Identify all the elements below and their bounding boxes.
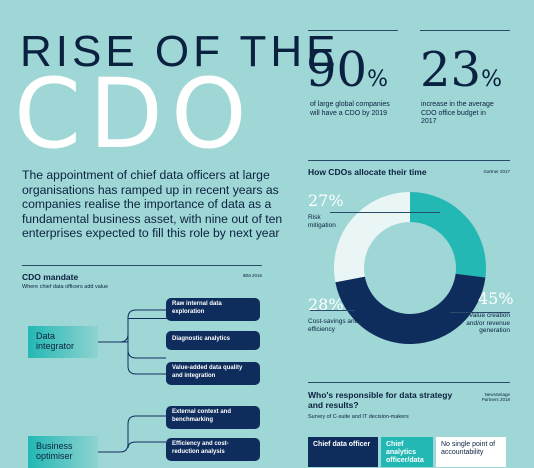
section-divider bbox=[308, 160, 510, 161]
stat-number: 23 bbox=[420, 42, 482, 98]
segment-pct-cost: 28% bbox=[308, 295, 344, 314]
donut-segment bbox=[334, 192, 410, 283]
connector-line bbox=[98, 415, 166, 453]
category-business-optimiser: Business optimiser bbox=[28, 436, 98, 468]
category-data-integrator: Data integrator bbox=[28, 326, 98, 358]
stat-number: 90 bbox=[306, 42, 368, 98]
stat-23: 23% bbox=[420, 46, 502, 94]
leader-line bbox=[310, 310, 355, 311]
leader-line bbox=[330, 212, 440, 213]
mandate-connectors bbox=[98, 309, 166, 453]
connector-line bbox=[128, 318, 168, 319]
allocation-title: How CDOs allocate their time bbox=[308, 167, 427, 177]
mandate-item: Efficiency and cost-reduction analysis bbox=[166, 438, 260, 461]
mandate-item: External context and benchmarking bbox=[166, 406, 260, 429]
stat-caption: of large global companies will have a CD… bbox=[310, 101, 390, 117]
stat-unit: % bbox=[367, 67, 388, 92]
connector-line bbox=[127, 334, 166, 359]
mandate-item: Value-added data quality and integration bbox=[166, 362, 260, 385]
mandate-title: CDO mandate bbox=[22, 272, 79, 282]
mandate-item: Raw internal data exploration bbox=[166, 298, 260, 321]
segment-label-cost: Cost-savings and efficiency bbox=[308, 318, 359, 333]
stat-divider bbox=[308, 30, 398, 31]
mandate-source: IBM 2016 bbox=[242, 273, 262, 278]
leader-line bbox=[450, 312, 510, 313]
section-divider bbox=[22, 265, 262, 266]
resp-box-cao: Chief analytics officer/data bbox=[381, 437, 433, 467]
responsibility-subtitle: Survey of C-suite and IT decision-makers bbox=[308, 414, 409, 420]
donut-segment bbox=[335, 273, 486, 344]
mandate-item: Diagnostic analytics bbox=[166, 331, 260, 350]
mandate-subtitle: Where chief data officers add value bbox=[22, 284, 109, 290]
stat-divider bbox=[420, 30, 510, 31]
section-divider bbox=[308, 382, 510, 383]
segment-label-value: Value creation and/or revenue generation bbox=[466, 312, 510, 334]
stat-unit: % bbox=[481, 67, 502, 92]
stat-caption: increase in the average CDO office budge… bbox=[421, 101, 494, 125]
responsibility-title: Who's responsible for data strategy and … bbox=[308, 390, 453, 410]
connector-line bbox=[98, 341, 166, 375]
title-rise: RISE OF THE bbox=[20, 27, 340, 76]
donut-segment bbox=[410, 192, 486, 278]
segment-pct-value: 45% bbox=[478, 289, 514, 308]
stat-90: 90% bbox=[306, 46, 388, 94]
connector-line bbox=[98, 309, 166, 343]
segment-label-risk: Risk mitigation bbox=[308, 214, 336, 229]
intro-text: The appointment of chief data officers a… bbox=[22, 168, 283, 240]
resp-box-none: No single point of accountability bbox=[436, 437, 506, 467]
allocation-source: Gartner 2017 bbox=[483, 169, 510, 174]
responsibility-source: NewVantage Partners 2018 bbox=[481, 392, 510, 402]
resp-box-cdo: Chief data officer bbox=[308, 437, 378, 467]
segment-pct-risk: 27% bbox=[308, 191, 344, 210]
connector-line bbox=[127, 441, 166, 449]
allocation-donut bbox=[334, 192, 486, 344]
title-cdo: CDO bbox=[14, 58, 255, 170]
